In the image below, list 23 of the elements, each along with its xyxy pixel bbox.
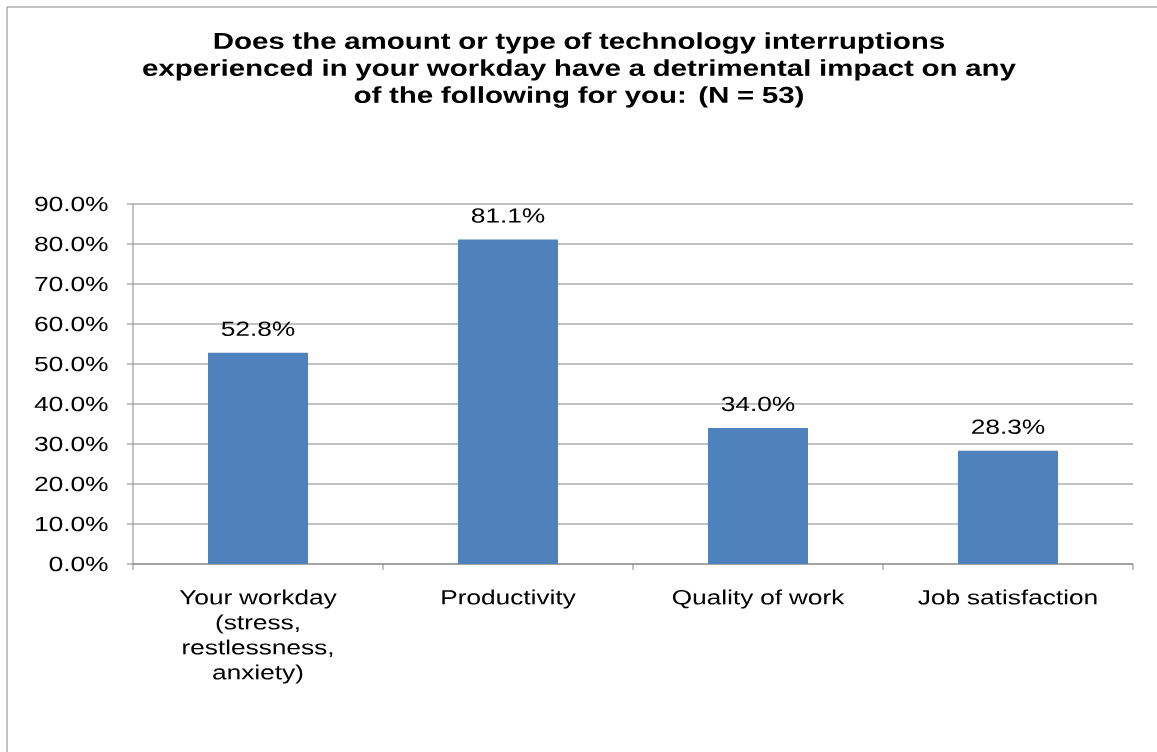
y-tick-label: 10.0% xyxy=(36,516,108,532)
y-tick-label: 20.0% xyxy=(35,476,108,492)
data-label: 28.3% xyxy=(972,419,1045,434)
y-tick-label: 90.0% xyxy=(35,196,108,212)
y-tick-label: 40.0% xyxy=(34,396,108,412)
y-tick-label: 0.0% xyxy=(49,556,108,572)
bar xyxy=(958,450,1058,564)
x-tick-label: Quality of work xyxy=(672,589,845,609)
bar xyxy=(458,239,559,564)
chart-title: Does the amount or type of technology interruptions experienced in your workday have a detrimental impact on any of the following for you: (N = 53) xyxy=(143,32,1016,108)
y-tick-label: 70.0% xyxy=(35,276,108,292)
data-label: 52.8% xyxy=(221,321,295,336)
y-tick-label: 30.0% xyxy=(35,436,108,452)
x-tick-label: Productivity xyxy=(442,589,576,609)
x-tick-label: Your workday (stress, restlessness, anxiety) xyxy=(179,589,337,684)
y-tick-label: 60.0% xyxy=(35,316,108,332)
x-tick-label: Job satisfaction xyxy=(918,589,1097,605)
y-tick-label: 50.0% xyxy=(35,356,108,372)
bar xyxy=(708,427,809,564)
bar xyxy=(208,352,309,564)
y-tick-label: 80.0% xyxy=(35,236,108,252)
data-label: 34.0% xyxy=(721,396,795,412)
data-label: 81.1% xyxy=(471,208,545,223)
